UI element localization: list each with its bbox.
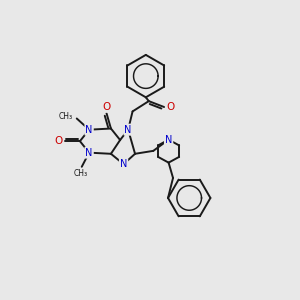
Text: N: N — [85, 125, 93, 135]
Text: N: N — [165, 135, 172, 145]
Text: N: N — [120, 159, 127, 169]
Text: N: N — [124, 125, 132, 135]
Text: CH₃: CH₃ — [58, 112, 72, 121]
Text: CH₃: CH₃ — [73, 169, 87, 178]
Text: O: O — [167, 102, 175, 112]
Text: O: O — [102, 102, 111, 112]
Text: O: O — [54, 136, 62, 146]
Text: N: N — [85, 148, 93, 158]
